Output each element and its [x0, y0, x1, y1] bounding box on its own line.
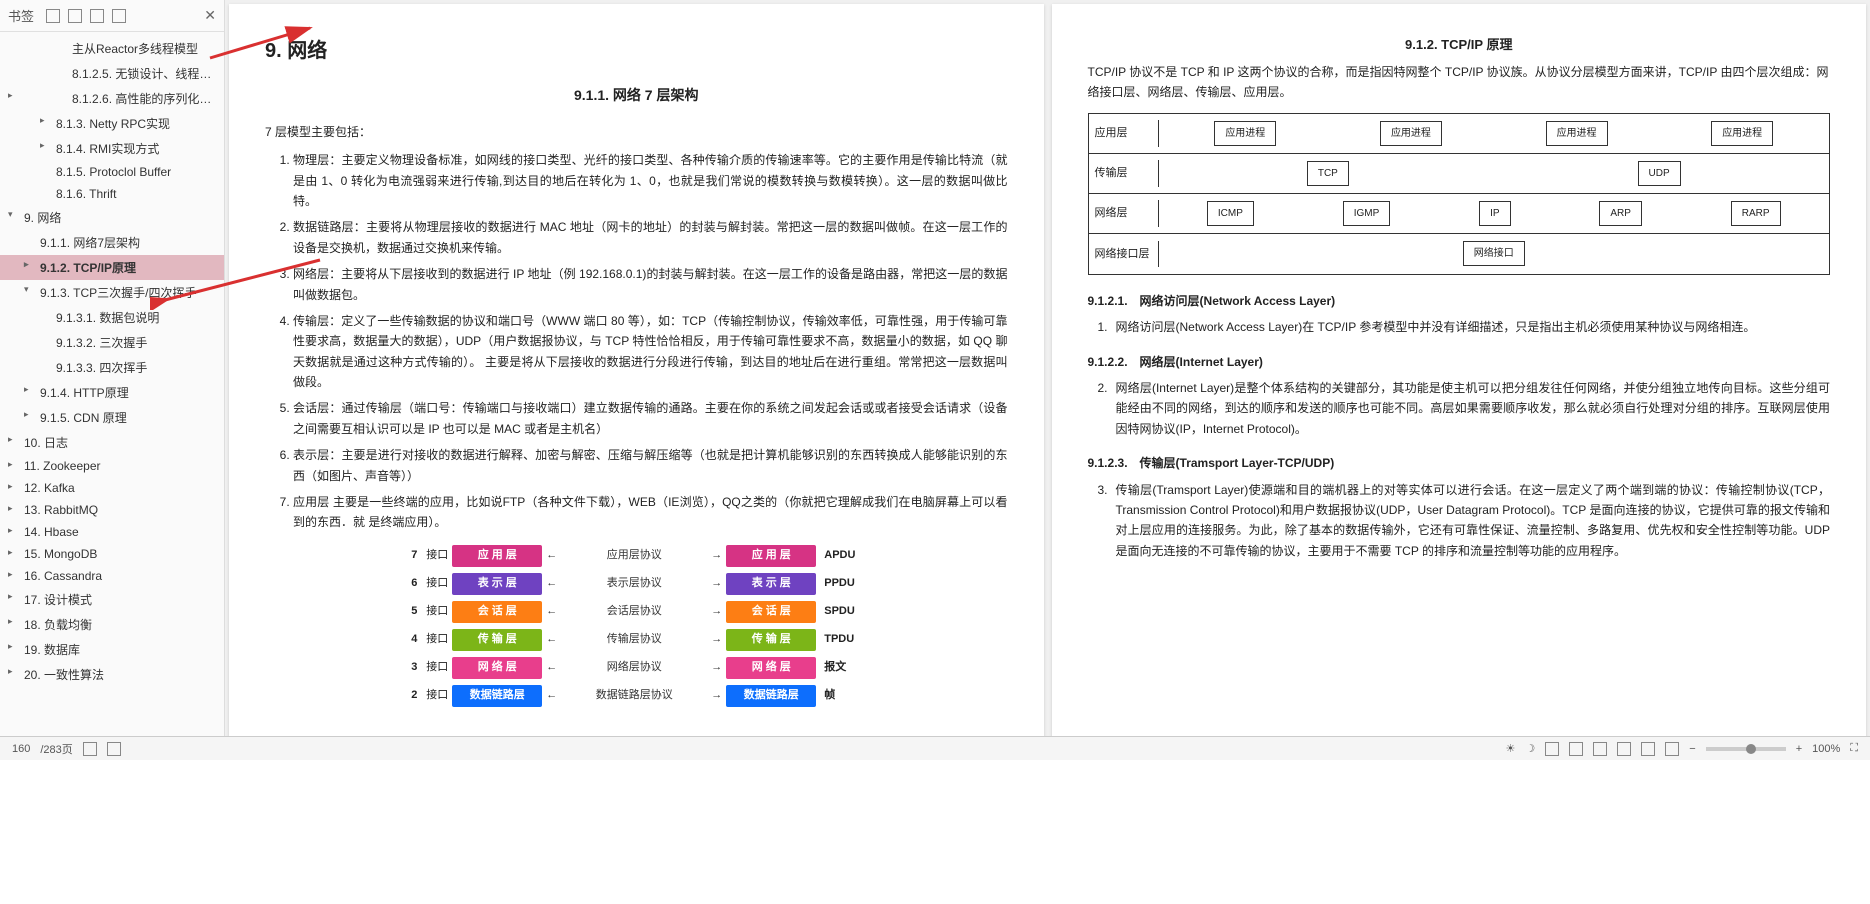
tcpip-diagram: 应用层应用进程应用进程应用进程应用进程传输层TCPUDP网络层ICMPIGMPI…: [1088, 113, 1831, 275]
bookmark-item[interactable]: ▾9. 网络: [0, 205, 224, 230]
bookmark-remove-icon[interactable]: [112, 9, 126, 23]
bookmark-item[interactable]: ▸14. Hbase: [0, 521, 224, 543]
bookmark-item[interactable]: ▸17. 设计模式: [0, 587, 224, 612]
brightness-icon[interactable]: ☀: [1506, 742, 1516, 755]
close-icon[interactable]: ✕: [204, 7, 216, 24]
bookmark-item[interactable]: ▸9.1.2. TCP/IP原理: [0, 255, 224, 280]
list-item: 会话层：通过传输层（端口号：传输端口与接收端口）建立数据传输的通路。主要在你的系…: [293, 398, 1008, 439]
zoom-out-icon[interactable]: −: [1689, 743, 1695, 755]
zoom-level: 100%: [1812, 743, 1840, 755]
sidebar-title: 书签: [8, 6, 34, 25]
intro-text: 7 层模型主要包括：: [265, 122, 1008, 142]
status-bar: 160 /283页 ☀ ☽ − + 100% ⛶: [0, 736, 1870, 760]
bookmark-item[interactable]: ▸8.1.4. RMI实现方式: [0, 136, 224, 161]
night-icon[interactable]: ☽: [1525, 742, 1535, 755]
section-heading: 9.1.1. 网络 7 层架构: [265, 84, 1008, 108]
bookmark-item[interactable]: ▸11. Zookeeper: [0, 455, 224, 477]
bookmark-item[interactable]: ▸10. 日志: [0, 430, 224, 455]
paragraph: 传输层(Tramsport Layer)使源端和目的端机器上的对等实体可以进行会…: [1116, 480, 1831, 562]
page-right: 9.1.2. TCP/IP 原理 TCP/IP 协议不是 TCP 和 IP 这两…: [1052, 4, 1867, 756]
bookmark-item[interactable]: 8.1.6. Thrift: [0, 183, 224, 205]
expand-icon[interactable]: [46, 9, 60, 23]
list-item: 应用层 主要是一些终端的应用，比如说FTP（各种文件下载），WEB（IE浏览），…: [293, 492, 1008, 533]
bookmark-item[interactable]: 8.1.2.5. 无锁设计、线程绑定: [0, 61, 224, 86]
subsection-number: 9.1.2.1.: [1088, 291, 1128, 311]
bookmark-item[interactable]: ▸19. 数据库: [0, 637, 224, 662]
fit-page-icon[interactable]: [1665, 742, 1679, 756]
bookmark-item[interactable]: ▸9.1.5. CDN 原理: [0, 405, 224, 430]
fit-width-icon[interactable]: [1641, 742, 1655, 756]
intro-text: TCP/IP 协议不是 TCP 和 IP 这两个协议的合称，而是指因特网整个 T…: [1088, 62, 1831, 103]
view-book-icon[interactable]: [1617, 742, 1631, 756]
bookmark-item[interactable]: 主从Reactor多线程模型: [0, 36, 224, 61]
bookmark-item[interactable]: 9.1.3.3. 四次挥手: [0, 355, 224, 380]
fullscreen-icon[interactable]: ⛶: [1850, 742, 1858, 755]
bookmark-item[interactable]: ▸20. 一致性算法: [0, 662, 224, 687]
page-title: 9. 网络: [265, 34, 1008, 68]
subsection-title: 网络层(Internet Layer): [1140, 352, 1263, 372]
bookmarks-sidebar: 书签 ✕ 主从Reactor多线程模型8.1.2.5. 无锁设计、线程绑定▸8.…: [0, 0, 225, 760]
document-viewer: 9. 网络 9.1.1. 网络 7 层架构 7 层模型主要包括： 物理层：主要定…: [225, 0, 1870, 760]
bookmark-item[interactable]: ▸13. RabbitMQ: [0, 499, 224, 521]
view-single-icon[interactable]: [1545, 742, 1559, 756]
bookmark-item[interactable]: ▸8.1.2.6. 高性能的序列化框架: [0, 86, 224, 111]
subsection-title: 网络访问层(Network Access Layer): [1140, 291, 1336, 311]
bookmark-add-icon[interactable]: [90, 9, 104, 23]
list-item: 表示层：主要是进行对接收的数据进行解释、加密与解密、压缩与解压缩等（也就是把计算…: [293, 445, 1008, 486]
bookmark-item[interactable]: ▸18. 负载均衡: [0, 612, 224, 637]
list-item: 网络层：主要将从下层接收到的数据进行 IP 地址（例 192.168.0.1)的…: [293, 264, 1008, 305]
subsection-number: 9.1.2.3.: [1088, 453, 1128, 473]
zoom-slider[interactable]: [1706, 747, 1786, 751]
sidebar-toolbar-icons: [46, 9, 126, 23]
osi-diagram: 7接口应 用 层应用层协议应 用 层APDU6接口表 示 层表示层协议表 示 层…: [406, 543, 866, 709]
section-heading: 9.1.2. TCP/IP 原理: [1088, 34, 1831, 56]
bookmark-item[interactable]: ▸16. Cassandra: [0, 565, 224, 587]
page-left: 9. 网络 9.1.1. 网络 7 层架构 7 层模型主要包括： 物理层：主要定…: [229, 4, 1044, 756]
osi-layer-list: 物理层：主要定义物理设备标准，如网线的接口类型、光纤的接口类型、各种传输介质的传…: [293, 150, 1008, 533]
collapse-icon[interactable]: [68, 9, 82, 23]
subsection-title: 传输层(Tramsport Layer-TCP/UDP): [1140, 453, 1335, 473]
subsection-number: 9.1.2.2.: [1088, 352, 1128, 372]
list-item: 传输层：定义了一些传输数据的协议和端口号（WWW 端口 80 等），如：TCP（…: [293, 311, 1008, 393]
page-current[interactable]: 160: [12, 743, 30, 755]
view-continuous-icon[interactable]: [1569, 742, 1583, 756]
bookmark-item[interactable]: 9.1.3.1. 数据包说明: [0, 305, 224, 330]
bookmark-item[interactable]: ▾9.1.3. TCP三次握手/四次挥手: [0, 280, 224, 305]
paragraph: 网络层(Internet Layer)是整个体系结构的关键部分，其功能是使主机可…: [1116, 378, 1831, 439]
bookmark-tree[interactable]: 主从Reactor多线程模型8.1.2.5. 无锁设计、线程绑定▸8.1.2.6…: [0, 32, 224, 760]
first-page-icon[interactable]: [83, 742, 97, 756]
prev-page-icon[interactable]: [107, 742, 121, 756]
page-total: /283页: [40, 741, 72, 757]
bookmark-item[interactable]: 9.1.3.2. 三次握手: [0, 330, 224, 355]
sidebar-header: 书签 ✕: [0, 0, 224, 32]
bookmark-item[interactable]: ▸8.1.3. Netty RPC实现: [0, 111, 224, 136]
paragraph: 网络访问层(Network Access Layer)在 TCP/IP 参考模型…: [1116, 317, 1831, 337]
list-item: 物理层：主要定义物理设备标准，如网线的接口类型、光纤的接口类型、各种传输介质的传…: [293, 150, 1008, 211]
bookmark-item[interactable]: 8.1.5. Protoclol Buffer: [0, 161, 224, 183]
zoom-in-icon[interactable]: +: [1796, 743, 1802, 755]
subsections: 9.1.2.1.网络访问层(Network Access Layer)1.网络访…: [1088, 291, 1831, 561]
bookmark-item[interactable]: 9.1.1. 网络7层架构: [0, 230, 224, 255]
app-root: ✎ 书签 ✕ 主从Reactor多线程模型8.1.2.5. 无锁设计、线程绑定▸…: [0, 0, 1870, 760]
view-facing-icon[interactable]: [1593, 742, 1607, 756]
bookmark-item[interactable]: ▸15. MongoDB: [0, 543, 224, 565]
bookmark-item[interactable]: ▸9.1.4. HTTP原理: [0, 380, 224, 405]
bookmark-item[interactable]: ▸12. Kafka: [0, 477, 224, 499]
list-item: 数据链路层：主要将从物理层接收的数据进行 MAC 地址（网卡的地址）的封装与解封…: [293, 217, 1008, 258]
